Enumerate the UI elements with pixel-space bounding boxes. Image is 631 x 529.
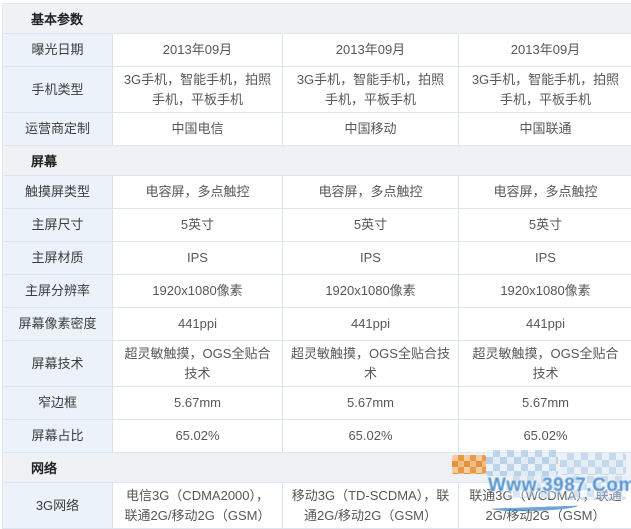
spec-value-cell: 2013年09月 [459, 34, 631, 66]
section-title: 屏幕 [31, 154, 58, 169]
spec-value-cell: 65.02% [113, 420, 283, 452]
spec-value-cell: 电容屏，多点触控 [283, 176, 459, 208]
spec-label-cell: 窄边框 [3, 387, 113, 419]
spec-row: 运营商定制 中国电信 中国移动 中国联通 [3, 113, 631, 146]
spec-label-cell: 主屏分辨率 [3, 275, 113, 307]
spec-value-cell: 电信3G（CDMA2000），联通2G/移动2G（GSM） [113, 483, 283, 528]
spec-value-cell: 超灵敏触摸，OGS全贴合技术 [459, 341, 631, 386]
spec-value-cell: 2013年09月 [113, 34, 283, 66]
spec-value-cell: 5英寸 [113, 209, 283, 241]
spec-label-cell: 屏幕像素密度 [3, 308, 113, 340]
spec-value-cell: IPS [283, 242, 459, 274]
spec-value-cell: 2013年09月 [283, 34, 459, 66]
spec-comparison-table: 基本参数 曝光日期 2013年09月 2013年09月 2013年09月 手机类型 3G手机… [2, 3, 631, 529]
spec-value-cell: 441ppi [459, 308, 631, 340]
spec-label-cell: 触摸屏类型 [3, 176, 113, 208]
section-header: 基本参数 [3, 4, 631, 34]
section-title: 基本参数 [31, 12, 84, 27]
spec-row: 3G网络 电信3G（CDMA2000），联通2G/移动2G（GSM） 移动3G（TD… [3, 483, 631, 529]
spec-value-cell: 5英寸 [283, 209, 459, 241]
spec-label-cell: 运营商定制 [3, 113, 113, 145]
spec-value-cell: 3G手机，智能手机，拍照手机，平板手机 [459, 67, 631, 112]
spec-value-cell: 电容屏，多点触控 [113, 176, 283, 208]
spec-value-cell: 5.67mm [113, 387, 283, 419]
spec-label-cell: 手机类型 [3, 67, 113, 112]
spec-value-cell: 3G手机，智能手机，拍照手机，平板手机 [113, 67, 283, 112]
spec-label-cell: 屏幕技术 [3, 341, 113, 386]
spec-value-cell: IPS [459, 242, 631, 274]
spec-value-cell: 441ppi [113, 308, 283, 340]
section-header: 网络 [3, 453, 631, 483]
spec-row: 屏幕技术 超灵敏触摸，OGS全贴合技术 超灵敏触摸，OGS全贴合技术 超灵敏触摸，OG… [3, 341, 631, 387]
spec-row: 曝光日期 2013年09月 2013年09月 2013年09月 [3, 34, 631, 67]
spec-label-cell: 曝光日期 [3, 34, 113, 66]
section-header: 屏幕 [3, 146, 631, 176]
spec-value-cell: 超灵敏触摸，OGS全贴合技术 [113, 341, 283, 386]
spec-value-cell: IPS [113, 242, 283, 274]
spec-row: 主屏分辨率 1920x1080像素 1920x1080像素 1920x1080像素 [3, 275, 631, 308]
spec-label-cell: 屏幕占比 [3, 420, 113, 452]
spec-value-cell: 3G手机，智能手机，拍照手机，平板手机 [283, 67, 459, 112]
spec-value-cell: 1920x1080像素 [459, 275, 631, 307]
spec-label-cell: 主屏材质 [3, 242, 113, 274]
spec-row: 触摸屏类型 电容屏，多点触控 电容屏，多点触控 电容屏，多点触控 [3, 176, 631, 209]
spec-value-cell: 移动3G（TD-SCDMA），联通2G/移动2G（GSM） [283, 483, 459, 528]
spec-value-cell: 中国联通 [459, 113, 631, 145]
spec-row: 主屏尺寸 5英寸 5英寸 5英寸 [3, 209, 631, 242]
spec-label-cell: 3G网络 [3, 483, 113, 528]
spec-value-cell: 1920x1080像素 [113, 275, 283, 307]
spec-row: 窄边框 5.67mm 5.67mm 5.67mm [3, 387, 631, 420]
spec-label-cell: 主屏尺寸 [3, 209, 113, 241]
spec-value-cell: 5.67mm [283, 387, 459, 419]
spec-value-cell: 电容屏，多点触控 [459, 176, 631, 208]
spec-value-cell: 中国移动 [283, 113, 459, 145]
spec-value-cell: 联通3G（WCDMA），联通2G/移动2G（GSM） [459, 483, 631, 528]
spec-value-cell: 超灵敏触摸，OGS全贴合技术 [283, 341, 459, 386]
spec-value-cell: 1920x1080像素 [283, 275, 459, 307]
spec-row: 手机类型 3G手机，智能手机，拍照手机，平板手机 3G手机，智能手机，拍照手机，平板… [3, 67, 631, 113]
spec-value-cell: 441ppi [283, 308, 459, 340]
spec-value-cell: 65.02% [283, 420, 459, 452]
spec-row: 屏幕占比 65.02% 65.02% 65.02% [3, 420, 631, 453]
spec-value-cell: 65.02% [459, 420, 631, 452]
spec-value-cell: 中国电信 [113, 113, 283, 145]
spec-value-cell: 5英寸 [459, 209, 631, 241]
spec-row: 主屏材质 IPS IPS IPS [3, 242, 631, 275]
spec-row: 屏幕像素密度 441ppi 441ppi 441ppi [3, 308, 631, 341]
spec-value-cell: 5.67mm [459, 387, 631, 419]
section-title: 网络 [31, 461, 58, 476]
